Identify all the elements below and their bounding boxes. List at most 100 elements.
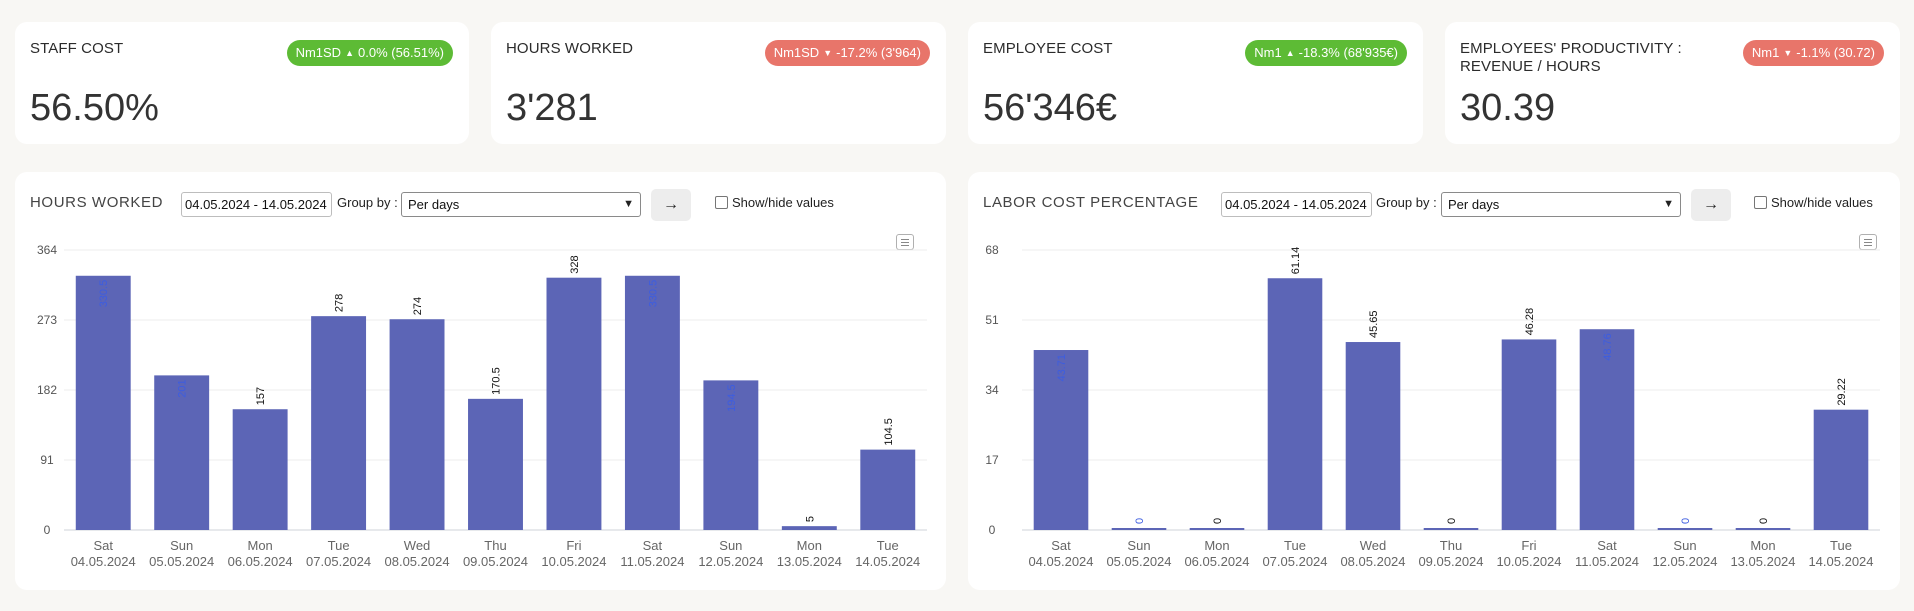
bar-value-label: 170.5 [491,367,503,395]
group-by-value: Per days [408,197,460,212]
x-tick-day: Tue [877,538,899,553]
badge-text: -17.2% (3'964) [836,45,921,60]
chevron-down-icon: ▼ [623,198,634,210]
bar-value-label: 0 [1446,518,1458,524]
x-tick-day: Mon [797,538,822,553]
x-tick-day: Tue [1284,538,1306,553]
trend-badge: Nm1SD ▲ 0.0% (56.51%) [286,40,453,66]
x-tick-date: 14.05.2024 [1808,554,1873,569]
bar[interactable] [1189,528,1245,530]
y-tick-label: 273 [37,313,57,327]
show-values-checkbox[interactable] [1754,196,1767,209]
badge-text: -18.3% (68'935€) [1298,45,1398,60]
chart-title: LABOR COST PERCENTAGE [983,194,1199,211]
x-tick-day: Fri [566,538,581,553]
show-hide-values-toggle[interactable]: Show/hide values [715,195,834,210]
y-tick-label: 182 [37,383,57,397]
x-tick-date: 11.05.2024 [1575,554,1639,569]
bar[interactable] [546,277,602,530]
x-tick-date: 09.05.2024 [463,554,528,569]
bar[interactable] [703,380,759,530]
bar-value-label: 5 [804,516,816,522]
bar-value-label: 61.14 [1290,247,1302,275]
show-values-checkbox[interactable] [715,196,728,209]
bar[interactable] [1111,528,1167,530]
badge-label: Nm1SD [295,45,342,60]
x-tick-day: Mon [1204,538,1229,553]
bar-value-label: 48.76 [1602,333,1614,361]
x-tick-date: 13.05.2024 [1730,554,1795,569]
bar[interactable] [468,398,523,530]
bar[interactable] [1657,528,1713,530]
kpi-title: EMPLOYEE COST [983,40,1113,57]
bar[interactable] [1345,342,1401,530]
bar[interactable] [860,449,916,530]
labor-cost-bar-chart: 01734516843.71Sat04.05.20240Sun05.05.202… [985,243,1880,569]
x-tick-date: 12.05.2024 [1652,554,1717,569]
bar-value-label: 43.71 [1056,354,1068,382]
x-tick-date: 08.05.2024 [385,554,450,569]
bar[interactable] [1735,528,1791,530]
x-tick-date: 08.05.2024 [1340,554,1405,569]
kpi-card-staff-cost: STAFF COST Nm1SD ▲ 0.0% (56.51%) 56.50% [15,22,469,144]
bar[interactable] [1813,409,1869,530]
y-tick-label: 0 [989,523,996,537]
bar[interactable] [1033,350,1089,530]
bar[interactable] [389,319,445,530]
bar-value-label: 328 [569,255,581,273]
y-tick-label: 34 [985,383,999,397]
y-tick-label: 51 [985,313,999,327]
bar-value-label: 0 [1758,518,1770,524]
y-tick-label: 91 [40,453,54,467]
x-tick-day: Thu [1440,538,1462,553]
hours-worked-chart-card: HOURS WORKED 04.05.2024 - 14.05.2024 Gro… [15,172,946,590]
bar[interactable] [1267,278,1323,530]
x-tick-date: 06.05.2024 [1184,554,1249,569]
date-range-input[interactable]: 04.05.2024 - 14.05.2024 [1221,192,1372,217]
bar-value-label: 330.5 [647,280,659,308]
bar-value-label: 104.5 [883,418,895,446]
bar-value-label: 194.5 [726,384,738,412]
arrow-down-icon: ▼ [1783,48,1793,58]
x-tick-day: Sun [719,538,742,553]
x-tick-date: 07.05.2024 [306,554,371,569]
bar[interactable] [232,409,288,530]
y-tick-label: 364 [37,243,57,257]
bar-value-label: 330.5 [98,280,110,308]
apply-button[interactable]: → [651,189,691,221]
x-tick-day: Wed [404,538,431,553]
hours-worked-bar-chart: 091182273364330.5Sat04.05.2024201Sun05.0… [37,243,927,569]
show-hide-values-toggle[interactable]: Show/hide values [1754,195,1873,210]
group-by-select[interactable]: Per days ▼ [401,192,641,217]
x-tick-day: Sat [1597,538,1617,553]
trend-badge: Nm1 ▼ -1.1% (30.72) [1742,40,1884,66]
x-tick-date: 12.05.2024 [698,554,763,569]
bar-value-label: 45.65 [1368,310,1380,338]
x-tick-day: Sun [170,538,193,553]
badge-text: 0.0% (56.51%) [358,45,444,60]
bar[interactable] [154,375,210,530]
x-tick-day: Tue [1830,538,1852,553]
kpi-value: 3'281 [506,87,598,129]
kpi-card-hours-worked: HOURS WORKED Nm1SD ▼ -17.2% (3'964) 3'28… [491,22,946,144]
bar[interactable] [1501,339,1557,530]
arrow-up-icon: ▲ [1285,48,1295,58]
bar[interactable] [624,275,680,530]
apply-button[interactable]: → [1691,189,1731,221]
bar[interactable] [781,526,837,530]
x-tick-date: 07.05.2024 [1262,554,1327,569]
x-tick-day: Thu [484,538,506,553]
bar[interactable] [1579,329,1635,530]
kpi-value: 56.50% [30,87,159,129]
x-tick-date: 05.05.2024 [1106,554,1171,569]
bar-value-label: 46.28 [1524,308,1536,336]
bar[interactable] [1423,528,1479,530]
y-tick-label: 0 [44,523,51,537]
bar[interactable] [75,275,131,530]
bar-value-label: 0 [1680,518,1692,524]
group-by-select[interactable]: Per days ▼ [1441,192,1681,217]
chevron-down-icon: ▼ [1663,198,1674,210]
date-range-input[interactable]: 04.05.2024 - 14.05.2024 [181,192,332,217]
bar[interactable] [311,316,367,530]
x-tick-date: 06.05.2024 [228,554,293,569]
